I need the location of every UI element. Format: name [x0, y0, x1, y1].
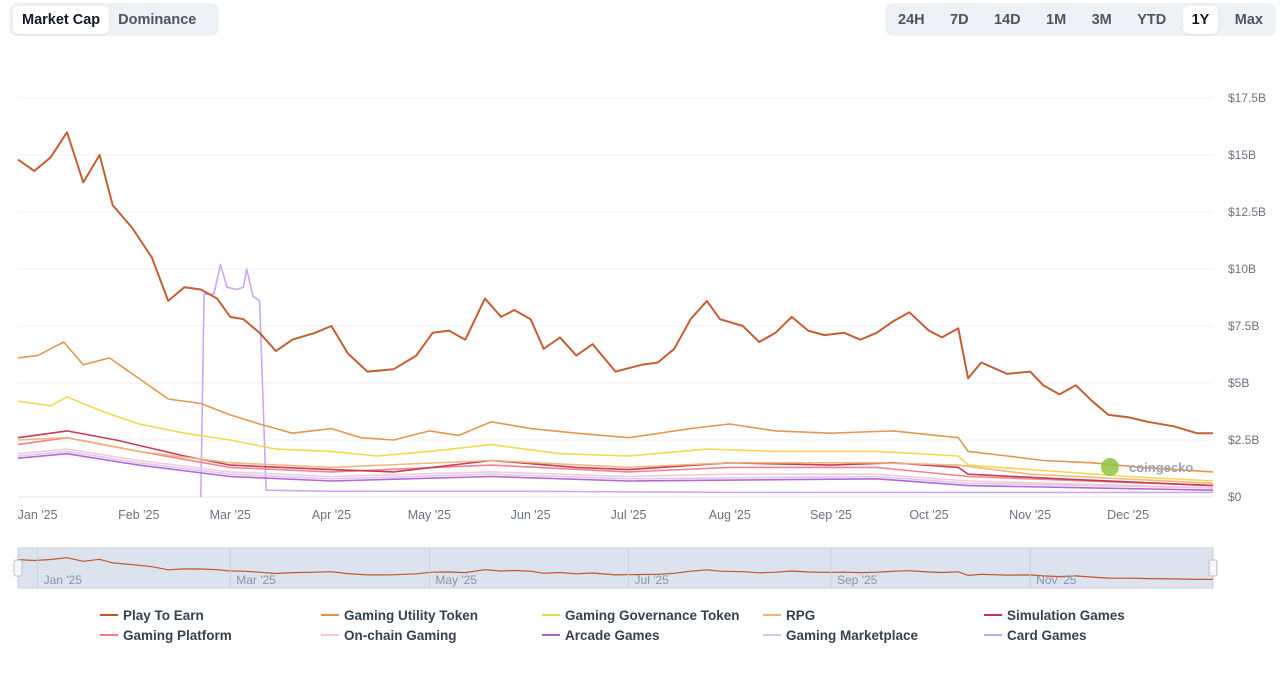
- tab-dominance[interactable]: Dominance: [118, 11, 197, 28]
- legend-swatch: [984, 634, 1002, 636]
- legend-label: Gaming Marketplace: [786, 627, 919, 643]
- legend-item[interactable]: RPG: [763, 606, 984, 624]
- range-tab-1m[interactable]: 1M: [1046, 11, 1067, 28]
- x-tick-label: Jan '25: [18, 508, 58, 522]
- y-tick-label: $0: [1228, 490, 1242, 504]
- x-tick-label: Mar '25: [210, 508, 251, 522]
- legend-swatch: [763, 634, 781, 636]
- navigator-tick-label: Nov '25: [1036, 573, 1077, 587]
- legend-swatch: [321, 634, 339, 636]
- legend-item[interactable]: Card Games: [984, 626, 1205, 644]
- x-tick-label: May '25: [408, 508, 451, 522]
- range-tab-24h[interactable]: 24H: [898, 11, 925, 28]
- y-tick-label: $15B: [1228, 148, 1256, 162]
- legend-item[interactable]: Gaming Platform: [100, 626, 321, 644]
- series-line-on-chain-gaming: [17, 448, 1214, 489]
- legend-item[interactable]: Simulation Games: [984, 606, 1205, 624]
- range-tab-group: 24H 7D 14D 1M 3M YTD 1Y Max: [885, 3, 1276, 36]
- x-tick-label: Jun '25: [511, 508, 551, 522]
- legend-swatch: [542, 614, 560, 616]
- legend-swatch: [984, 614, 1002, 616]
- y-tick-label: $2.5B: [1228, 433, 1259, 447]
- series-line-simulation-games: [17, 430, 1214, 487]
- y-tick-label: $7.5B: [1228, 319, 1259, 333]
- x-tick-label: Jul '25: [611, 508, 647, 522]
- navigator-tick-label: Jul '25: [635, 573, 670, 587]
- navigator-tick-label: Mar '25: [236, 573, 276, 587]
- metric-tab-group: Market Cap Dominance: [9, 3, 219, 36]
- coingecko-watermark: coingecko: [1101, 458, 1193, 476]
- series-line-card-games: [200, 263, 1213, 498]
- y-tick-label: $10B: [1228, 262, 1256, 276]
- legend-swatch: [100, 634, 118, 636]
- series-line-arcade-games: [17, 452, 1214, 491]
- legend-label: Card Games: [1007, 627, 1087, 643]
- chart-legend: Play To Earn Gaming Utility Token Gaming G…: [100, 606, 1220, 644]
- legend-swatch: [100, 614, 118, 616]
- navigator-tick-label: Jan '25: [44, 573, 83, 587]
- legend-label: Gaming Utility Token: [344, 607, 479, 623]
- legend-label: Play To Earn: [123, 607, 204, 623]
- navigator-tick-label: May '25: [435, 573, 477, 587]
- legend-label: On-chain Gaming: [344, 627, 457, 643]
- tab-market-cap[interactable]: Market Cap: [13, 5, 110, 34]
- coingecko-logo-icon: [1101, 458, 1119, 476]
- legend-label: Arcade Games: [565, 627, 660, 643]
- x-tick-label: Nov '25: [1009, 508, 1051, 522]
- legend-swatch: [542, 634, 560, 636]
- series-line-gaming-governance-token: [17, 395, 1214, 482]
- series-line-rpg: [17, 436, 1214, 485]
- legend-item[interactable]: Gaming Utility Token: [321, 606, 542, 624]
- legend-item[interactable]: On-chain Gaming: [321, 626, 542, 644]
- y-tick-label: $12.5B: [1228, 205, 1266, 219]
- legend-swatch: [321, 614, 339, 616]
- legend-label: Gaming Governance Token: [565, 607, 740, 623]
- range-tab-3m[interactable]: 3M: [1091, 11, 1112, 28]
- watermark-text: coingecko: [1129, 459, 1194, 475]
- range-tab-1y[interactable]: 1Y: [1182, 5, 1219, 34]
- range-tab-14d[interactable]: 14D: [994, 11, 1021, 28]
- legend-swatch: [763, 614, 781, 616]
- x-tick-label: Sep '25: [810, 508, 852, 522]
- legend-item[interactable]: Arcade Games: [542, 626, 763, 644]
- legend-label: Gaming Platform: [123, 627, 232, 643]
- range-tab-max[interactable]: Max: [1234, 11, 1263, 28]
- series-line-play-to-earn: [17, 131, 1213, 435]
- navigator-tick-label: Sep '25: [837, 573, 878, 587]
- legend-item[interactable]: Gaming Governance Token: [542, 606, 763, 624]
- x-tick-label: Aug '25: [709, 508, 751, 522]
- x-tick-label: Feb '25: [118, 508, 159, 522]
- range-tab-7d[interactable]: 7D: [950, 11, 969, 28]
- x-tick-label: Apr '25: [312, 508, 351, 522]
- x-tick-label: Dec '25: [1107, 508, 1149, 522]
- y-tick-label: $5B: [1228, 376, 1249, 390]
- series-line-gaming-utility-token: [17, 341, 1214, 473]
- y-tick-label: $17.5B: [1228, 91, 1266, 105]
- legend-label: Simulation Games: [1007, 607, 1125, 623]
- navigator-handle-right[interactable]: [1208, 559, 1218, 577]
- navigator-panel: [17, 547, 1214, 589]
- series-line-gaming-marketplace: [17, 450, 1214, 489]
- legend-label: RPG: [786, 607, 816, 623]
- navigator-series-line: [17, 557, 1213, 580]
- x-tick-label: Oct '25: [909, 508, 948, 522]
- navigator-handle-left[interactable]: [13, 559, 23, 577]
- legend-item[interactable]: Gaming Marketplace: [763, 626, 984, 644]
- range-tab-ytd[interactable]: YTD: [1137, 11, 1167, 28]
- legend-item[interactable]: Play To Earn: [100, 606, 321, 624]
